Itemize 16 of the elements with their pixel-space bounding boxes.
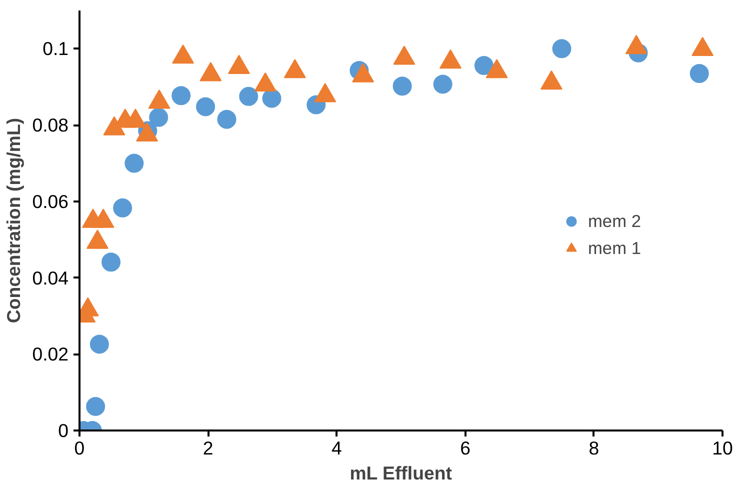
x-tick-label: 2 bbox=[202, 438, 214, 458]
x-tick-label: 0 bbox=[74, 438, 85, 458]
legend-label: mem 1 bbox=[588, 238, 641, 258]
x-tick-label: 8 bbox=[588, 438, 600, 458]
x-tick-label: 6 bbox=[460, 438, 471, 458]
y-tick-label: 0.02 bbox=[32, 344, 68, 365]
x-axis-title: mL Effluent bbox=[350, 462, 452, 484]
legend-label: mem 2 bbox=[588, 210, 641, 232]
x-tick-label: 10 bbox=[712, 438, 733, 458]
y-axis-title: Concentration (mg/mL) bbox=[3, 118, 24, 324]
y-tick-label: 0.1 bbox=[42, 38, 69, 60]
y-tick-label: 0.06 bbox=[32, 190, 68, 212]
x-tick-label: 4 bbox=[332, 438, 342, 458]
y-tick-label: 0 bbox=[58, 420, 69, 441]
y-tick-label: 0.04 bbox=[32, 267, 68, 288]
y-tick-label: 0.08 bbox=[32, 114, 68, 136]
